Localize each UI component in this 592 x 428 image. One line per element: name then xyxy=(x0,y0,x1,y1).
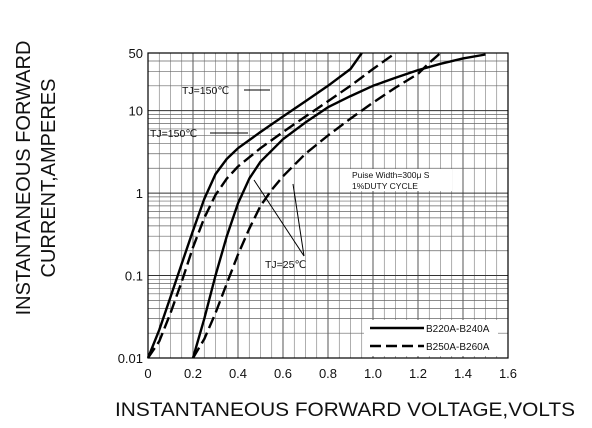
annotations: TJ=150℃ TJ=150℃ TJ=25℃ Puise Width=300μ … xyxy=(150,85,452,271)
y-tick-label: 50 xyxy=(129,46,143,61)
legend: B220A-B240A B250A-B260A xyxy=(364,320,498,356)
x-tick-label: 1.4 xyxy=(454,366,472,381)
duty-cycle-note: 1%DUTY CYCLE xyxy=(352,181,418,191)
y-axis-label-line-1: INSTANTANEOUS FORWARD xyxy=(13,41,35,316)
x-tick-label: 1.2 xyxy=(409,366,427,381)
y-axis-label-line-2: CURRENT,AMPERES xyxy=(38,79,60,278)
series-line-3 xyxy=(191,52,442,359)
x-tick-label: 0.6 xyxy=(274,366,292,381)
legend-label-b220a-b240a: B220A-B240A xyxy=(426,324,490,335)
tj25-label: TJ=25℃ xyxy=(265,259,306,271)
y-tick-label: 0.1 xyxy=(125,269,143,284)
tj150-upper-label: TJ=150℃ xyxy=(182,85,229,97)
legend-background xyxy=(364,320,498,356)
x-tick-label: 0.8 xyxy=(319,366,337,381)
pulse-note-background xyxy=(348,169,452,191)
x-tick-label: 1.6 xyxy=(499,366,517,381)
grid xyxy=(147,52,509,359)
pulse-width-note: Puise Width=300μ S xyxy=(352,170,430,180)
tj25-leader-1 xyxy=(253,179,305,257)
y-tick-label: 1 xyxy=(136,186,143,201)
tj150-lower-label: TJ=150℃ xyxy=(150,128,197,140)
y-tick-label: 10 xyxy=(129,104,143,119)
series-lines xyxy=(146,52,486,359)
tj25-leader-2 xyxy=(292,183,305,257)
y-tick-label: 0.01 xyxy=(118,351,143,366)
plot-frame xyxy=(147,52,509,359)
x-tick-labels: 0 0.2 0.4 0.6 0.8 1.0 1.2 1.4 1.6 xyxy=(144,366,517,381)
series-line-1 xyxy=(147,52,397,359)
legend-label-b250a-b260a: B250A-B260A xyxy=(426,342,490,353)
x-tick-label: 0.4 xyxy=(229,366,247,381)
x-tick-label: 0 xyxy=(144,366,151,381)
y-axis-label: INSTANTANEOUS FORWARD CURRENT,AMPERES xyxy=(13,41,60,316)
y-tick-labels: 0.01 0.1 1 10 50 xyxy=(118,46,143,366)
series-line-0 xyxy=(146,52,363,359)
x-tick-label: 1.0 xyxy=(364,366,382,381)
x-tick-label: 0.2 xyxy=(184,366,202,381)
x-axis-label: INSTANTANEOUS FORWARD VOLTAGE,VOLTS xyxy=(115,400,575,421)
